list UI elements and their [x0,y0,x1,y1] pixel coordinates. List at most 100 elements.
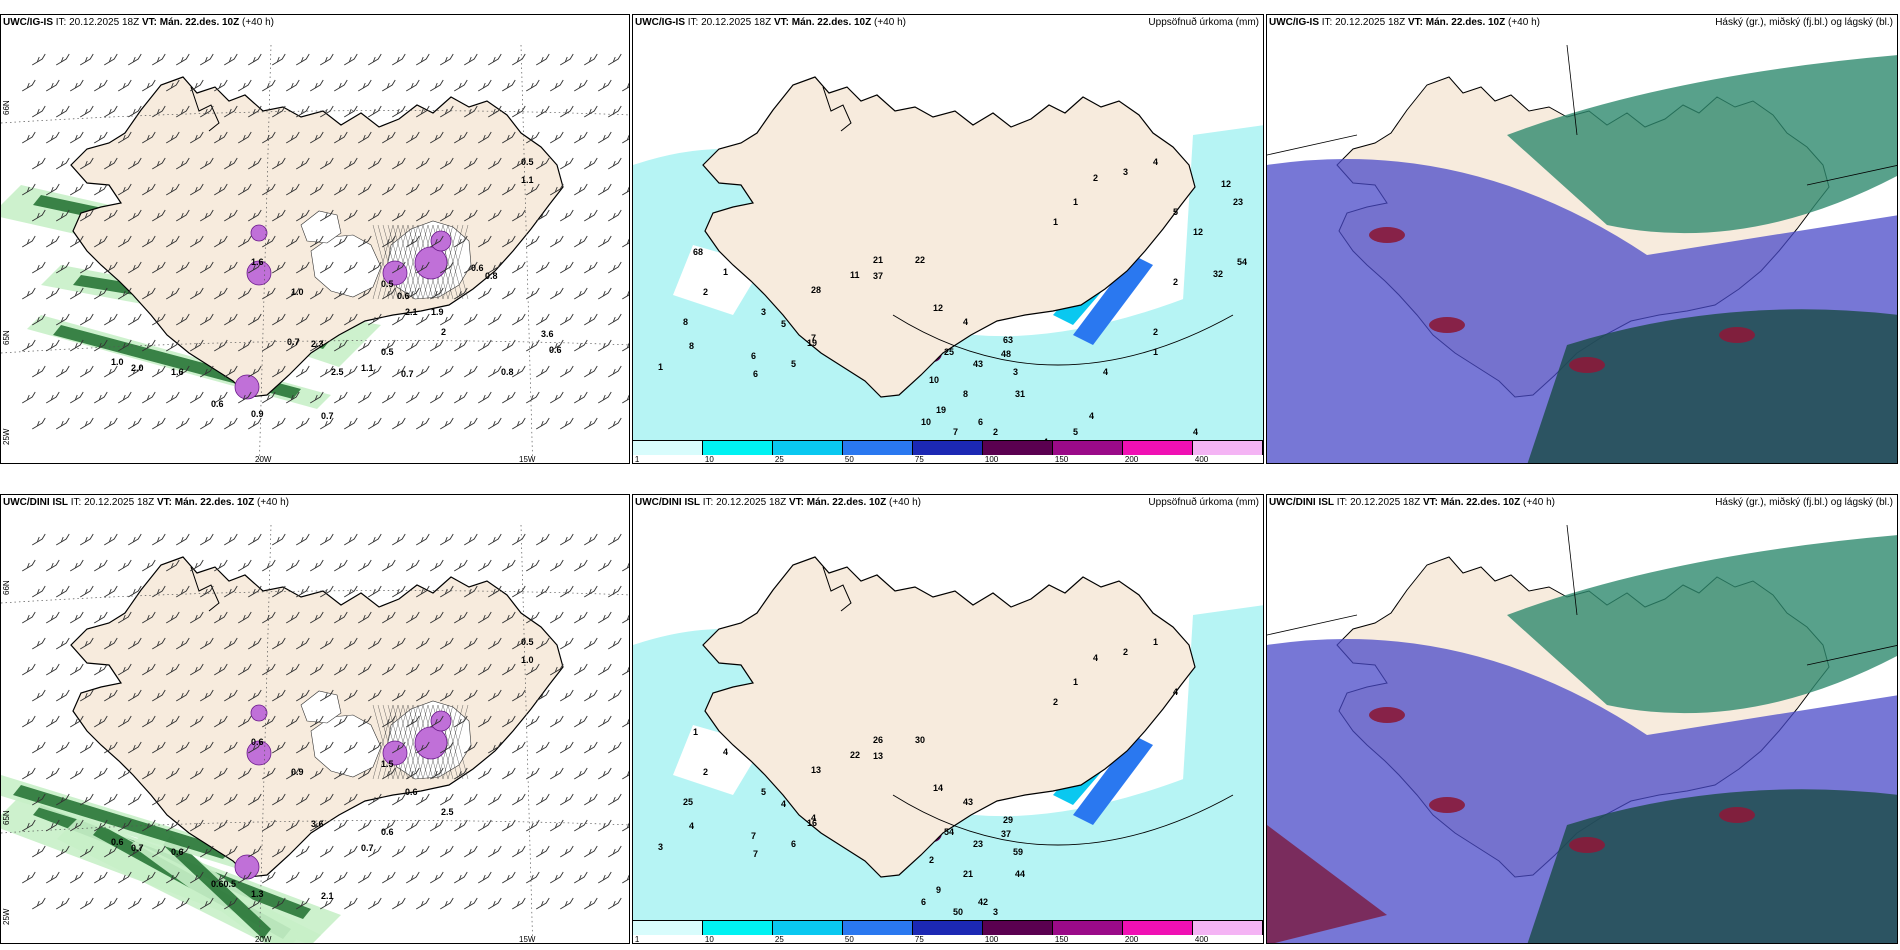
panel-variable-label: Uppsöfnuð úrkoma (mm) [1148,497,1259,508]
panel-variable-label: Háský (gr.), miðský (fj.bl.) og lágský (… [1715,497,1893,508]
value-label: 54 [1237,257,1247,267]
value-label: 32 [1213,269,1223,279]
value-label: 0.7 [401,369,414,379]
colorbar-swatch [633,441,703,455]
wind-barbs [21,53,629,430]
value-label: 59 [1013,847,1023,857]
map-panel-precip-bottom: UWC/DINI ISL IT: 20.12.2025 18Z VT: Mán.… [632,494,1264,944]
colorbar-swatch [1053,921,1123,935]
value-label: 2 [929,855,934,865]
value-label: 0.6 [111,837,124,847]
colorbar-tick: 150 [1054,935,1069,944]
value-label: 0.9 [251,409,264,419]
precip-map: 1422543547764162226133013144354233729594… [633,556,1263,943]
value-label: 2.3 [311,339,324,349]
value-label: 6 [751,351,756,361]
colorbar-swatch [912,921,983,935]
wind-snow-map: 20W 15W 66N 65N 25W 0.5 1.1 1.6 1.0 2 2.1 0.5 1.0 2.0… [1,44,629,463]
value-label: 54 [944,827,954,837]
value-label: 42 [978,897,988,907]
glacier-areas [234,690,472,880]
value-label: 26 [873,735,883,745]
value-label: 2.5 [331,367,344,377]
value-label: 4 [1093,653,1098,663]
value-label: 1.6 [171,367,184,377]
colorbar-swatch [1123,441,1193,455]
value-label: 23 [973,839,983,849]
value-label: 1.1 [361,363,374,373]
snowfall-labels: 0.5 1.0 0.6 0.9 2.5 0.6 1.5 0.6 0.7 0.60.5 1.3 2.1 0… [111,637,534,901]
value-label: 12 [933,303,943,313]
value-label: 2.0 [131,363,144,373]
value-label: 48 [1001,349,1011,359]
value-label: 1.3 [251,889,264,899]
colorbar-tick: 50 [844,455,854,464]
value-label: 3 [761,307,766,317]
value-label: 29 [1003,815,1013,825]
value-label: 13 [811,765,821,775]
colorbar-tick: 75 [914,455,924,464]
value-label: 2 [1173,277,1178,287]
value-label: 4 [781,799,786,809]
value-label: 0.7 [361,843,374,853]
value-label: 4 [723,747,728,757]
value-label: 1.0 [291,287,304,297]
colorbar-tick: 25 [774,935,784,944]
value-label: 2 [1123,647,1128,657]
value-label: 1 [1153,347,1158,357]
panel-title: UWC/IG-IS IT: 20.12.2025 18Z VT: Mán. 22… [3,17,274,28]
value-label: 4 [1173,687,1178,697]
value-label: 43 [963,797,973,807]
value-label: 2.1 [321,891,334,901]
value-label: 1 [693,727,698,737]
map-panel-wind-snow-bottom: UWC/DINI ISL IT: 20.12.2025 18Z VT: Mán.… [0,494,630,944]
value-label: 5 [1173,207,1178,217]
cloud-map [1267,15,1897,463]
value-label: 0.6 [211,399,224,409]
panel-title: UWC/DINI ISL IT: 20.12.2025 18Z VT: Mán.… [1269,497,1555,508]
value-label: 3.6 [311,819,324,829]
value-label: 4 [1103,367,1108,377]
panel-variable-label: Uppsöfnuð úrkoma (mm) [1148,17,1259,28]
colorbar-swatch [843,921,913,935]
value-label: 4 [1153,157,1158,167]
value-label: 1.0 [111,357,124,367]
map-panel-clouds-bottom: UWC/DINI ISL IT: 20.12.2025 18Z VT: Mán.… [1266,494,1898,944]
value-label: 22 [915,255,925,265]
value-label: 0.9 [291,767,304,777]
value-label: 5 [781,319,786,329]
value-label: 0.6 [471,263,484,273]
value-label: 8 [683,317,688,327]
value-label: 2 [441,327,446,337]
value-label: 19 [936,405,946,415]
value-label: 11 [850,270,860,280]
value-label: 1 [1053,217,1058,227]
graticule [1,44,629,463]
value-label: 12 [1193,227,1203,237]
colorbar-swatch [1192,921,1263,935]
contour-line [892,314,1234,366]
value-label: 1.5 [381,759,394,769]
svg-text:15W: 15W [519,935,536,944]
value-label: 0.8 [501,367,514,377]
value-label: 3 [658,842,663,852]
value-label: 0.7 [287,337,300,347]
value-label: 21 [873,255,883,265]
value-label: 1.1 [521,175,534,185]
value-label: 22 [850,750,860,760]
value-label: 0.5 [521,637,534,647]
value-label: 6 [791,839,796,849]
cloud-map [1267,495,1897,943]
panel-variable-label: Háský (gr.), miðský (fj.bl.) og lágský (… [1715,17,1893,28]
value-label: 0.5 [521,157,534,167]
value-label: 13 [873,751,883,761]
value-label: 0.8 [485,271,498,281]
value-label: 10 [929,375,939,385]
colorbar-swatch [1123,921,1193,935]
svg-text:25W: 25W [2,908,11,925]
value-label: 1 [1073,677,1078,687]
colorbar-swatch [702,921,773,935]
value-label: 8 [963,389,968,399]
value-label: 4 [963,317,968,327]
value-label: 1 [658,362,663,372]
